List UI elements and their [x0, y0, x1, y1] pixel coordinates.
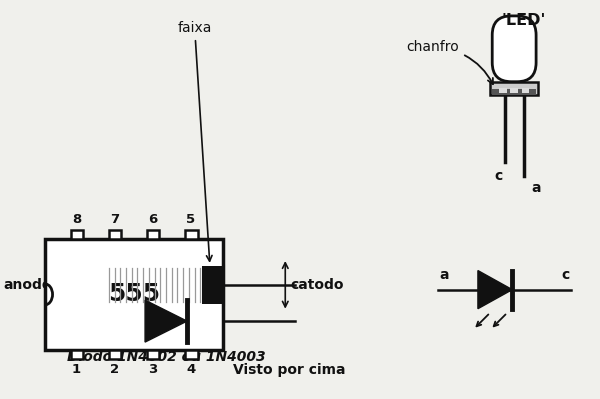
Bar — [109, 229, 121, 239]
Bar — [104, 266, 223, 304]
FancyBboxPatch shape — [492, 16, 536, 82]
Bar — [202, 266, 223, 304]
Bar — [511, 89, 518, 93]
Polygon shape — [145, 300, 187, 342]
Text: 4: 4 — [186, 363, 196, 376]
Bar — [522, 89, 529, 93]
Text: 6: 6 — [148, 213, 157, 226]
Text: 7: 7 — [110, 213, 119, 226]
Polygon shape — [478, 271, 512, 309]
Text: 'LED': 'LED' — [502, 13, 546, 28]
Bar — [147, 350, 160, 359]
Bar — [71, 350, 83, 359]
Text: c: c — [495, 170, 503, 184]
Text: 555: 555 — [108, 282, 160, 306]
Text: 2: 2 — [110, 363, 119, 376]
Text: Diodo 1N4002 ou 1N4003: Diodo 1N4002 ou 1N4003 — [67, 350, 265, 364]
Text: Visto por cima: Visto por cima — [233, 363, 346, 377]
Bar — [490, 82, 538, 95]
Text: chanfro: chanfro — [407, 40, 493, 84]
Text: anodo: anodo — [3, 278, 52, 292]
Text: a: a — [532, 181, 541, 195]
Bar — [147, 229, 160, 239]
Text: 5: 5 — [186, 213, 196, 226]
Text: catodo: catodo — [290, 278, 344, 292]
Text: 8: 8 — [72, 213, 81, 226]
Bar — [45, 239, 223, 350]
Bar — [185, 350, 197, 359]
Text: faixa: faixa — [178, 21, 212, 261]
Bar — [109, 350, 121, 359]
Text: 1: 1 — [72, 363, 81, 376]
Bar — [71, 229, 83, 239]
Text: a: a — [440, 268, 449, 282]
Text: 3: 3 — [148, 363, 157, 376]
Bar — [499, 89, 506, 93]
Bar — [185, 229, 197, 239]
Bar — [492, 89, 536, 95]
Text: c: c — [561, 268, 569, 282]
